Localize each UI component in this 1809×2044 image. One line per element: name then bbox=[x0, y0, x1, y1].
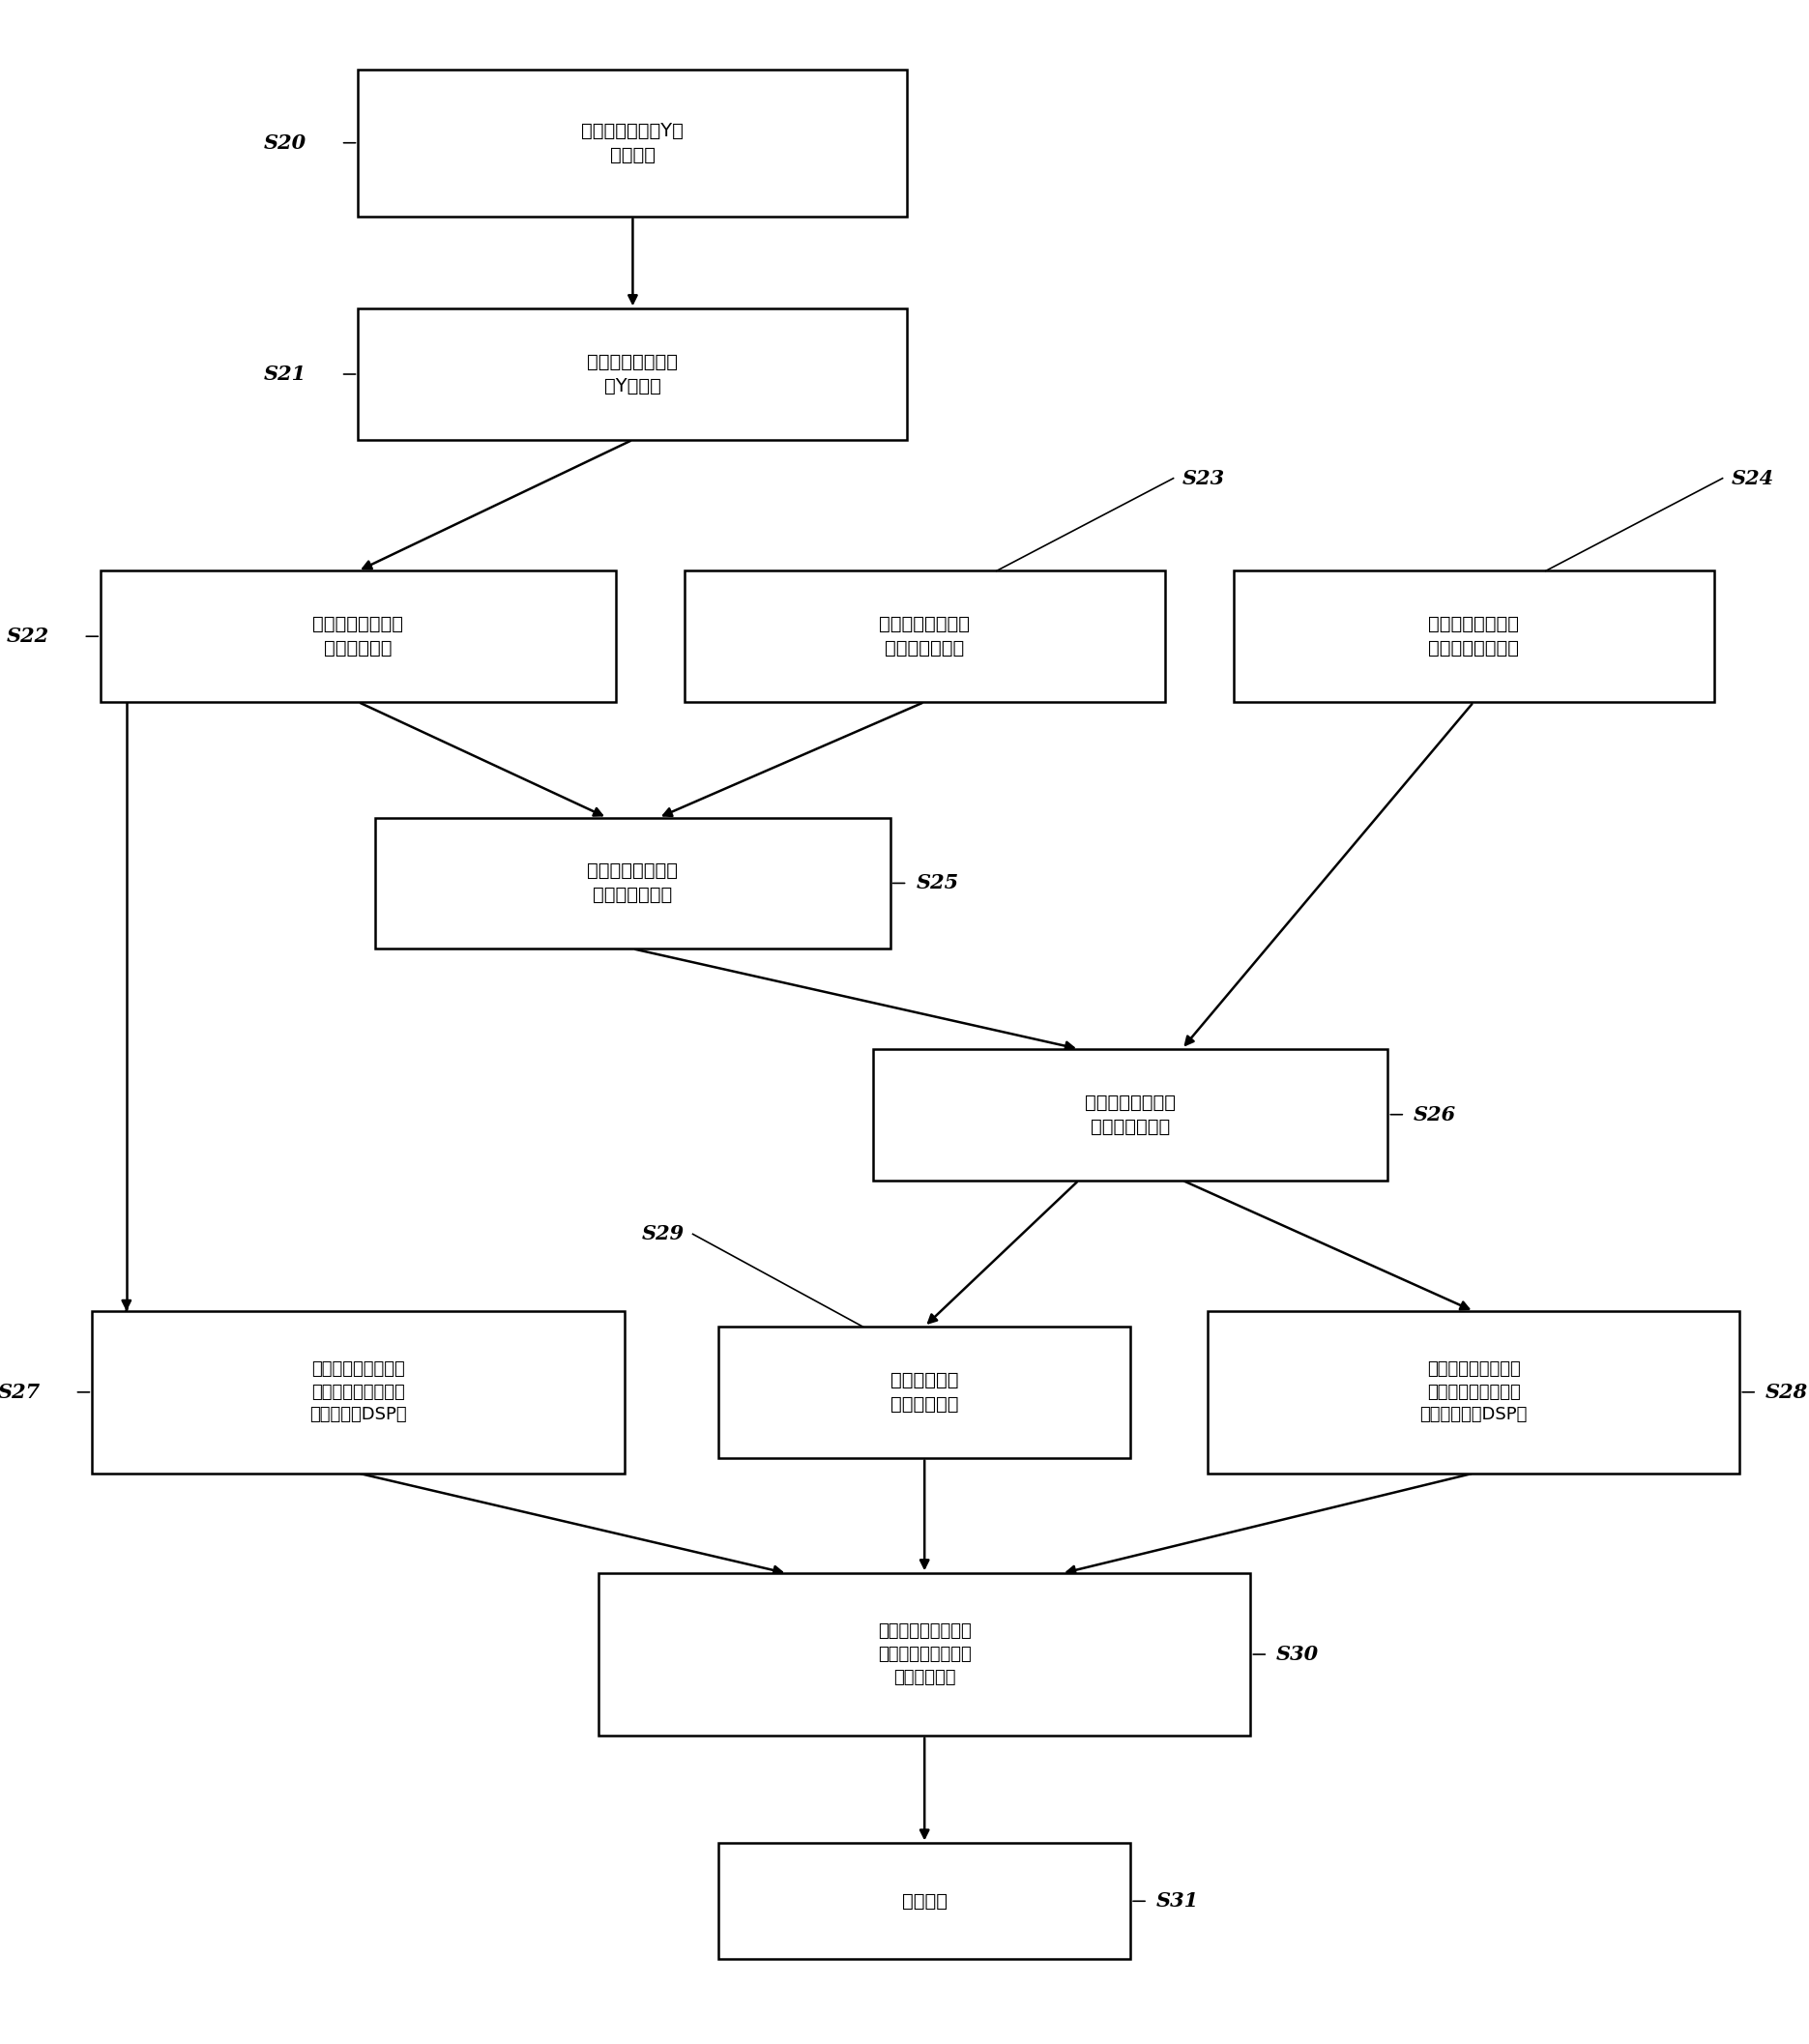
Bar bbox=[358, 309, 908, 439]
Bar bbox=[1234, 570, 1713, 701]
Text: 统计曝光标记的位
置Y向偏差: 统计曝光标记的位 置Y向偏差 bbox=[588, 354, 678, 394]
Text: S28: S28 bbox=[1766, 1382, 1809, 1402]
Text: S26: S26 bbox=[1413, 1106, 1456, 1124]
Text: S20: S20 bbox=[264, 133, 306, 153]
Text: S22: S22 bbox=[5, 628, 49, 646]
Bar bbox=[358, 69, 908, 217]
Text: S23: S23 bbox=[1181, 468, 1225, 489]
Text: S25: S25 bbox=[915, 873, 959, 893]
Text: S31: S31 bbox=[1156, 1891, 1199, 1911]
Text: 计算工件台位置测
量总延迟时间: 计算工件台位置测 量总延迟时间 bbox=[313, 615, 403, 658]
Text: 计算离轴光轴位置
测量总延迟时间: 计算离轴光轴位置 测量总延迟时间 bbox=[1085, 1094, 1176, 1136]
Bar bbox=[92, 1310, 624, 1474]
Text: 将校正得到的测量总
延迟时间补偿至工件
台位置测量DSP板: 将校正得到的测量总 延迟时间补偿至工件 台位置测量DSP板 bbox=[309, 1361, 407, 1425]
Text: S27: S27 bbox=[0, 1382, 40, 1402]
Text: 计算工件台位置测
量硬件延迟时间: 计算工件台位置测 量硬件延迟时间 bbox=[588, 863, 678, 903]
Bar bbox=[718, 1327, 1131, 1457]
Text: S29: S29 bbox=[642, 1224, 684, 1243]
Bar bbox=[599, 1574, 1250, 1735]
Bar bbox=[684, 570, 1165, 701]
Bar bbox=[101, 570, 615, 701]
Bar bbox=[718, 1844, 1131, 1958]
Text: S24: S24 bbox=[1731, 468, 1775, 489]
Text: 计算离轴光轴位置
测量软件延迟时间: 计算离轴光轴位置 测量软件延迟时间 bbox=[1429, 615, 1520, 658]
Text: S21: S21 bbox=[264, 364, 306, 384]
Text: 硅片对准: 硅片对准 bbox=[901, 1893, 948, 1911]
Bar bbox=[1208, 1310, 1740, 1474]
Text: S30: S30 bbox=[1277, 1645, 1319, 1664]
Bar bbox=[874, 1049, 1388, 1179]
Text: 在零位传感器
处对位置清零: 在零位传感器 处对位置清零 bbox=[890, 1372, 959, 1414]
Text: 计算工件台位置测
量软件延迟时间: 计算工件台位置测 量软件延迟时间 bbox=[879, 615, 970, 658]
Text: 将校正得到的测量总
延迟时间补偿至离轴
光轴位置测量DSP板: 将校正得到的测量总 延迟时间补偿至离轴 光轴位置测量DSP板 bbox=[1420, 1361, 1527, 1425]
Bar bbox=[374, 818, 890, 948]
Text: 离轴对准过程，补偿
离轴光轴的偏移量到
工件台的位置: 离轴对准过程，补偿 离轴光轴的偏移量到 工件台的位置 bbox=[877, 1623, 971, 1686]
Text: 恒速下多次正反Y向
曝光标记: 恒速下多次正反Y向 曝光标记 bbox=[581, 121, 684, 164]
